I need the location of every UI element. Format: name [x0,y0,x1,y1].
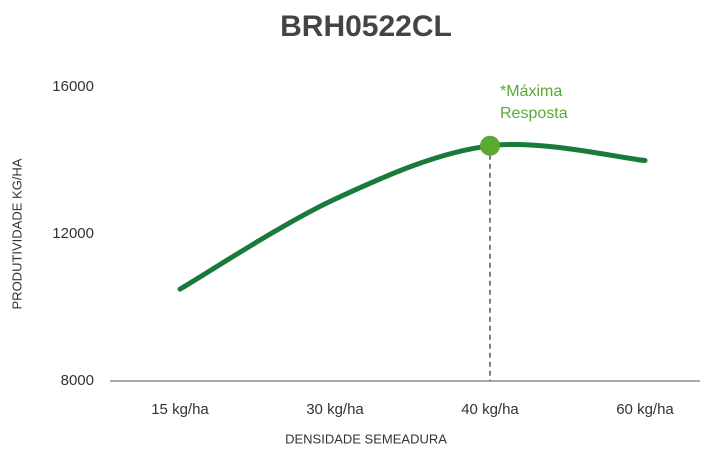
y-axis-label: PRODUTIVIDADE KG/HA [9,158,24,309]
annotation: Resposta [500,105,568,122]
peak-marker [480,135,500,156]
x-tick-label: 15 kg/ha [151,401,209,418]
chart-title: BRH0522CL [280,10,452,43]
series-line [177,141,648,292]
x-tick-label: 40 kg/ha [461,401,519,418]
y-tick-label: 8000 [61,372,94,389]
x-axis-label: DENSIDADE SEMEADURA [285,431,447,446]
annotation: *Máxima [500,83,562,100]
x-tick-label: 30 kg/ha [306,401,364,418]
x-tick-label: 60 kg/ha [616,401,674,418]
y-tick-label: 16000 [52,78,94,95]
y-tick-label: 12000 [52,225,94,242]
